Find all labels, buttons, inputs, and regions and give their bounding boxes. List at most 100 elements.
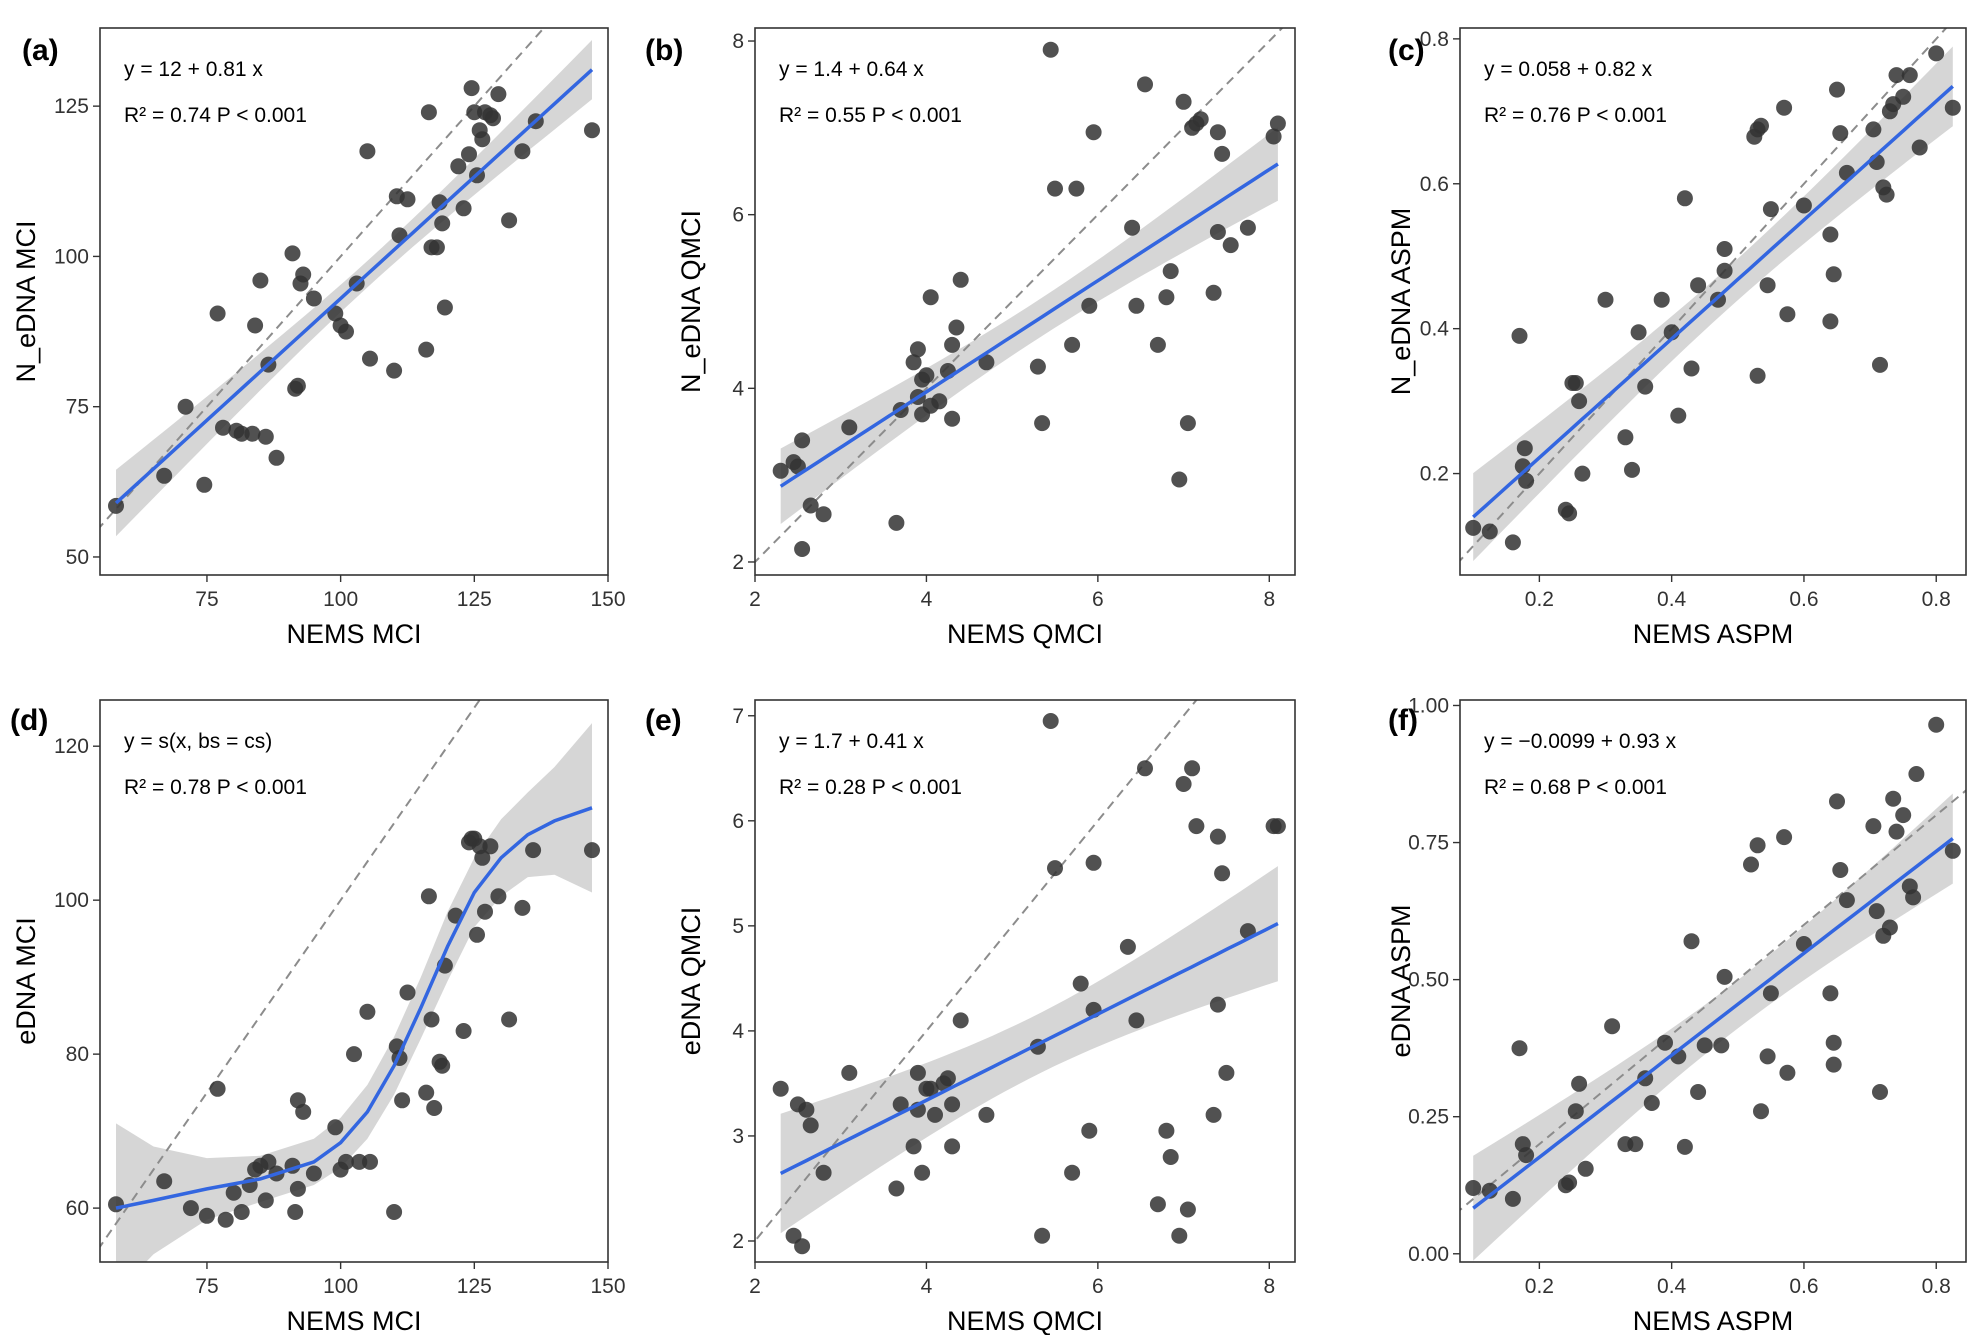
fit-line [1472,84,1954,519]
x-axis-title: NEMS ASPM [1633,619,1794,649]
y-tick-label: 1.00 [1408,694,1449,717]
y-axis-title: N_eDNA MCI [11,220,41,382]
data-point [1653,291,1670,308]
data-point [198,1207,215,1224]
data-point [1171,1227,1188,1244]
data-point [1214,865,1231,882]
data-point [182,1200,199,1217]
x-tick-label: 0.6 [1789,1275,1818,1298]
data-point [1779,1064,1796,1081]
data-point [909,341,926,358]
data-point [420,888,437,905]
data-point [108,1196,124,1213]
data-point [952,271,969,288]
data-point [1085,124,1102,141]
data-point [1795,197,1812,214]
data-point [1137,760,1153,777]
data-point [1901,67,1918,84]
data-point [346,1046,362,1063]
data-point [1047,180,1063,197]
data-point [1465,1180,1482,1196]
x-axis-title: NEMS QMCI [947,1306,1103,1335]
x-tick-label: 0.2 [1525,1275,1554,1298]
equation-label: y = −0.0099 + 0.93 x [1484,730,1677,753]
data-point [1162,263,1179,280]
data-point [399,984,416,1001]
panel-f: 0.2 0.4 0.6 0.8 0.00 0.25 0.50 0.75 1.00 NEMS ASP… [1386,694,1967,1335]
data-point [514,143,531,160]
data-point [289,377,306,394]
data-point [423,1011,440,1028]
data-point [1872,356,1888,373]
data-point [1881,919,1898,936]
data-point [584,842,600,859]
data-point [1643,1095,1660,1111]
plot-frame [1459,27,1967,576]
data-point [305,290,322,307]
data-point [1683,933,1700,950]
data-point [490,888,507,905]
data-point [327,305,344,322]
stats-label: R² = 0.78 P < 0.001 [124,776,307,799]
data-point [394,1092,411,1109]
data-point [1124,219,1141,236]
data-point [386,362,403,379]
y-tick-label: 4 [732,377,744,400]
data-point [1205,284,1222,301]
data-point [359,1003,376,1020]
data-point [1571,393,1588,410]
data-point [1128,297,1145,314]
data-point [501,212,518,229]
data-point [295,266,312,283]
stats-label: R² = 0.74 P < 0.001 [124,104,307,127]
stats-label: R² = 0.68 P < 0.001 [1484,776,1667,799]
y-tick-label: 100 [54,889,89,912]
data-point [1269,818,1286,835]
data-point [1577,1160,1594,1177]
data-point [1047,860,1063,877]
data-point [1762,985,1779,1002]
x-tick-label: 0.4 [1657,1275,1687,1298]
data-point [1690,277,1707,294]
data-point [978,1106,995,1123]
x-axis-title: NEMS ASPM [1633,1306,1794,1335]
data-point [287,1204,304,1220]
data-point [1511,1040,1528,1057]
data-point [477,903,493,920]
data-point [1561,1174,1578,1191]
data-point [1885,790,1902,807]
y-axis-title: N_eDNA QMCI [676,210,706,393]
data-point [1670,407,1687,424]
data-point [944,1138,961,1155]
stats-label: R² = 0.28 P < 0.001 [779,776,962,799]
data-point [1776,829,1793,846]
data-point [436,299,453,316]
panel-e: 2 4 6 8 2 3 4 5 6 7 NEMS QMCI eDNA QMCI (e) y = 1.7 +… [645,699,1296,1335]
data-point [1832,862,1849,878]
data-point [244,425,261,442]
y-tick-label: 6 [732,204,744,227]
y-tick-label: 2 [732,1230,744,1253]
data-point [1657,1034,1673,1051]
data-point [1888,823,1905,840]
data-point [418,1084,435,1101]
y-tick-label: 8 [732,30,744,53]
data-point [802,1117,819,1134]
data-point [1944,842,1961,859]
data-point [584,122,600,139]
data-point [1218,1064,1235,1081]
data-point [1776,99,1793,116]
data-point [1911,139,1928,156]
data-point [1753,1103,1769,1120]
data-point [1034,415,1051,432]
data-point [1064,336,1081,353]
data-point [1832,125,1849,142]
data-point [1743,856,1759,873]
data-point [1239,219,1256,236]
data-point [490,86,507,103]
panel-tag: (a) [22,34,59,67]
x-tick-label: 0.8 [1922,588,1951,611]
data-point [450,158,467,175]
data-point [1637,378,1654,395]
